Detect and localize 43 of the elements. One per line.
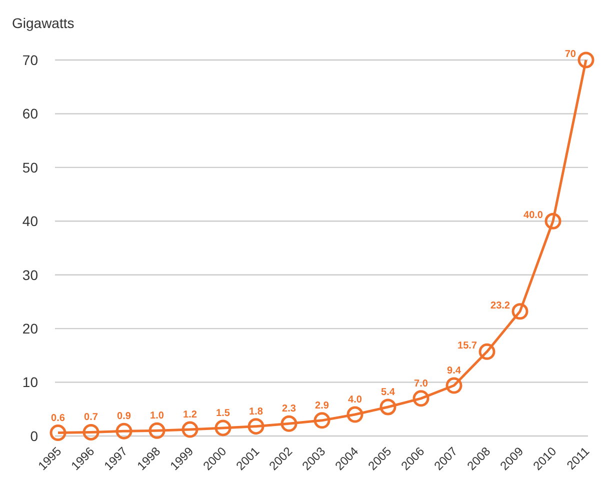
- point: [478, 343, 496, 360]
- data-label: 1.0: [150, 410, 164, 422]
- y-tick-label: 60: [22, 106, 38, 122]
- y-tick-label: 70: [22, 52, 38, 68]
- data-label: 40.0: [524, 210, 544, 222]
- point: [578, 52, 594, 68]
- point: [314, 412, 330, 429]
- data-label: 15.7: [458, 340, 478, 352]
- point: [412, 390, 430, 407]
- data-label: 0.7: [84, 412, 98, 424]
- y-tick-label: 40: [22, 213, 38, 230]
- data-label: 70: [564, 49, 576, 60]
- point: [116, 422, 132, 440]
- data-label: 2.3: [282, 404, 296, 415]
- data-label: 23.2: [490, 300, 510, 312]
- data-label: 9.4: [447, 366, 462, 377]
- y-tick-label: 10: [22, 374, 38, 390]
- point: [182, 421, 198, 438]
- point: [512, 303, 528, 320]
- point: [50, 424, 66, 442]
- y-axis-title: Gigawatts: [12, 15, 74, 31]
- point: [248, 418, 264, 435]
- data-label: 1.5: [216, 408, 230, 419]
- data-label: 0.9: [117, 411, 132, 422]
- y-tick-label: 0: [30, 428, 38, 444]
- y-tick-label: 50: [22, 159, 38, 176]
- y-tick-label: 20: [22, 320, 38, 336]
- data-label: 4.0: [348, 394, 362, 406]
- data-label: 1.2: [183, 410, 198, 421]
- y-tick-label: 30: [22, 266, 38, 283]
- point: [214, 420, 232, 436]
- point: [148, 422, 166, 439]
- point: [380, 398, 396, 416]
- point: [346, 406, 364, 423]
- point: [446, 377, 462, 394]
- data-label: 0.6: [51, 412, 66, 424]
- data-label: 5.4: [381, 386, 396, 398]
- data-label: 7.0: [414, 378, 428, 390]
- data-label: 1.8: [249, 406, 264, 418]
- data-label: 2.9: [315, 400, 330, 412]
- point: [82, 424, 100, 440]
- point: [544, 212, 562, 230]
- point: [280, 415, 298, 432]
